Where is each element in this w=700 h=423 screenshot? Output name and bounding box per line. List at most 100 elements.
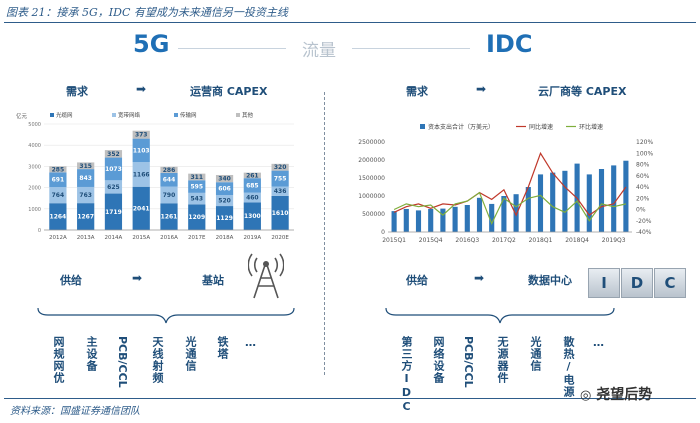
left-chart-bar-label: 763 <box>79 192 92 199</box>
left-chart-bar-label: 685 <box>246 182 259 189</box>
left-chart-legend-swatch <box>50 113 54 117</box>
right-chart-bar <box>428 208 434 232</box>
right-chart-ytick-left: 1500000 <box>358 175 385 182</box>
left-chart-bar <box>160 203 178 230</box>
header-traffic: 流量 <box>302 41 336 61</box>
left-chart-bar <box>160 166 178 173</box>
left-chart-bar <box>215 195 234 207</box>
right-chart-xtick: 2015Q4 <box>419 237 443 244</box>
left-chart-bar <box>243 192 261 203</box>
left-chart-bar-label: 520 <box>218 198 231 205</box>
left-supply-target: 基站 <box>202 274 224 287</box>
right-chart-ytick-right: 120% <box>636 139 653 146</box>
left-chart-xtick: 2018A <box>216 235 234 241</box>
left-supply-label: 供给 <box>60 274 82 287</box>
right-chart-bar <box>550 172 556 232</box>
idc-letter-i: I <box>588 268 620 298</box>
left-chart-bar <box>188 180 206 193</box>
right-chart-bar <box>623 160 629 232</box>
left-item-main-equipment: 主设备 <box>85 336 98 372</box>
right-chart-ytick-left: 500000 <box>362 211 385 218</box>
left-chart-bar-label: 1300 <box>244 213 261 220</box>
cloud-capex-chart: 0 500000 1000000 1500000 2000000 2500000 -40% -… <box>358 123 653 244</box>
right-chart-xtick: 2018Q4 <box>565 237 589 244</box>
right-chart-ytick-right: 0% <box>636 207 646 214</box>
left-chart-bar <box>49 203 67 230</box>
left-chart-bar-label: 315 <box>79 163 92 170</box>
left-chart-bar <box>132 138 150 163</box>
left-chart-ytick: 0 <box>38 228 41 234</box>
right-chart-ytick-left: 2500000 <box>358 139 385 146</box>
left-chart-bar-label: 755 <box>274 176 287 183</box>
left-chart-bar-label: 1209 <box>188 214 205 221</box>
left-chart-ytick: 4000 <box>28 143 41 149</box>
left-chart-bar-label: 320 <box>274 164 287 171</box>
right-item-optical: 光通信 <box>529 336 542 372</box>
right-chart-legend-label: 同比增速 <box>529 123 553 131</box>
right-item-network-equipment: 网络设备 <box>432 336 445 384</box>
left-chart-legend-label: 传输网 <box>180 111 197 119</box>
right-chart-bar <box>501 196 507 232</box>
left-chart-xtick: 2015A <box>132 235 150 241</box>
right-chart-ytick-right: 100% <box>636 150 653 157</box>
right-brace <box>385 307 615 324</box>
left-chart-bar <box>132 186 150 230</box>
left-chart-bar <box>104 193 123 230</box>
right-chart-ytick-left: 1000000 <box>358 193 385 200</box>
left-item-more: … <box>244 336 257 350</box>
left-chart-bar <box>215 206 234 230</box>
left-chart-xtick: 2017E <box>188 235 206 241</box>
right-chart-bar <box>562 170 568 232</box>
left-chart-bar-label: 261 <box>246 172 259 179</box>
left-chart-bar-label: 691 <box>52 177 65 184</box>
left-chart-bar <box>160 186 178 204</box>
left-chart-ytick: 5000 <box>28 122 41 128</box>
left-chart-bar <box>49 172 67 188</box>
left-chart-bar-label: 1103 <box>133 147 150 154</box>
right-supply-arrow: ➡ <box>474 271 485 285</box>
left-chart-bar-label: 790 <box>163 192 176 199</box>
right-chart-qoq-line <box>393 191 627 226</box>
left-brace <box>37 307 295 324</box>
right-chart-bar <box>489 203 495 232</box>
idc-block-icon: I D C <box>588 262 688 298</box>
right-demand-target: 云厂商等 CAPEX <box>538 85 627 98</box>
tower-icon <box>248 253 284 299</box>
left-chart-legend-swatch <box>174 113 178 117</box>
left-chart-legend-swatch <box>112 113 116 117</box>
left-item-network-opt: 网规网优 <box>52 336 65 384</box>
right-chart-bar <box>525 187 531 232</box>
left-chart-bar <box>49 187 67 204</box>
header-5g: 5G <box>133 30 170 58</box>
right-chart-bar <box>537 174 544 232</box>
left-chart-bar-label: 843 <box>79 175 92 182</box>
left-chart-legend-label: 其他 <box>242 111 254 119</box>
right-chart-ytick-right: 80% <box>636 162 650 169</box>
left-chart-bar-label: 764 <box>52 192 65 199</box>
left-chart-bar <box>243 202 261 230</box>
left-chart-ytick: 3000 <box>28 164 41 170</box>
left-chart-bar-label: 1719 <box>105 209 122 216</box>
left-chart-bar-label: 1267 <box>77 214 94 221</box>
left-chart-bar-label: 1129 <box>216 215 233 222</box>
capex-stacked-chart: 亿元 0 1000 2000 3000 4000 5000 光缆网 宽带网络 传输网 其他 1264 7… <box>16 111 294 241</box>
left-chart-bar <box>132 162 150 187</box>
left-chart-bar-label: 2041 <box>133 205 150 212</box>
right-chart-bar <box>403 208 409 232</box>
right-chart-bar <box>598 169 605 232</box>
left-chart-xtick: 2020E <box>271 235 289 241</box>
left-chart-bar <box>77 203 95 230</box>
right-demand-arrow: ➡ <box>476 82 487 96</box>
right-supply-target: 数据中心 <box>528 274 572 287</box>
right-chart-xtick: 2017Q2 <box>492 237 516 244</box>
footer-rule <box>4 398 696 399</box>
left-chart-bar-label: 460 <box>246 195 259 202</box>
left-chart-bar <box>49 166 67 173</box>
left-chart-bar <box>77 169 95 187</box>
left-chart-bar <box>271 195 289 230</box>
right-chart-ytick-right: 20% <box>636 195 650 202</box>
watermark: ◎ 尧望后势 <box>580 384 652 404</box>
left-supply-arrow: ➡ <box>132 271 143 285</box>
left-chart-bar <box>77 186 95 204</box>
right-item-pcb-ccl: PCB/CCL <box>462 336 475 388</box>
